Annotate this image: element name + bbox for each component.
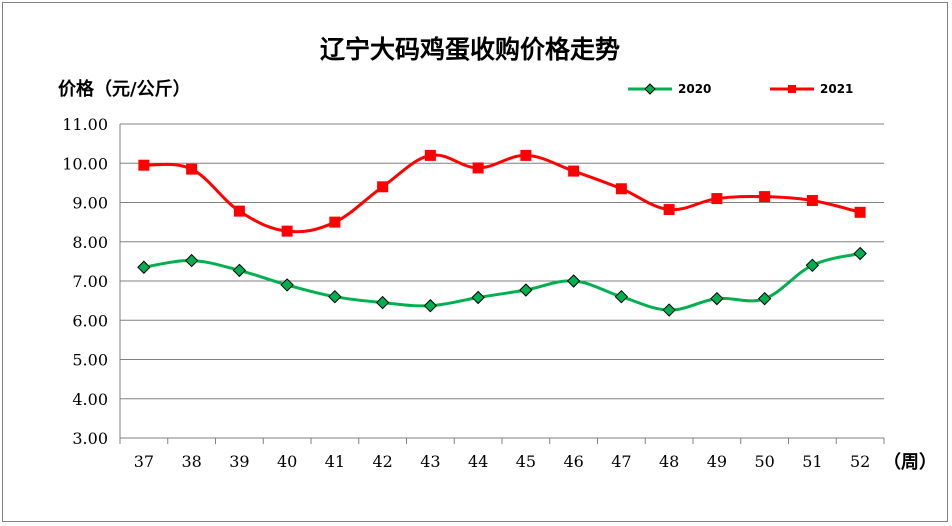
data-point [519,283,533,297]
axes [119,124,885,444]
series-2020 [137,246,867,317]
x-tick-label: 48 [659,452,679,471]
y-axis-label: 价格（元/公斤） [58,78,191,100]
data-point [328,289,342,304]
legend: 2020 2021 [628,82,853,96]
legend-label: 2020 [678,82,711,96]
data-point [423,299,438,313]
data-point [805,258,820,273]
x-tick-label: 46 [563,452,583,471]
data-point [854,206,866,218]
y-tick-labels: 3.00 4.00 5.00 6.00 7.00 8.00 9.00 10.00 11.00 [62,115,108,448]
y-tick-label: 11.00 [62,115,108,134]
data-point [614,289,629,304]
x-tick-label: 42 [372,452,392,471]
legend-item: 2021 [770,82,853,96]
legend-marker [788,85,796,93]
data-point [806,195,818,207]
x-tick-label: 52 [850,452,870,471]
data-point [137,260,151,274]
x-axis-label: （周） [883,452,937,473]
x-tick-label: 37 [134,452,154,471]
data-point [280,278,294,292]
x-tick-label: 45 [516,452,536,471]
data-point [471,290,485,305]
data-point [615,183,627,195]
series-layer [137,149,867,317]
x-tick-label: 51 [802,452,822,471]
data-point [759,191,771,203]
legend-item: 2020 [628,82,711,96]
data-point [186,163,198,175]
data-point [757,291,772,306]
x-tick-label: 43 [420,452,440,471]
series-line [143,153,861,234]
y-tick-label: 10.00 [62,154,108,173]
x-tick-label: 39 [229,452,249,471]
data-point [138,159,150,171]
data-point [232,263,247,278]
y-tick-label: 7.00 [72,272,108,291]
series-2021 [138,149,866,237]
y-tick-label: 8.00 [72,233,108,252]
legend-label: 2021 [820,82,853,96]
data-point [377,181,389,193]
x-tick-label: 40 [277,452,297,471]
x-tick-label: 49 [707,452,727,471]
data-point [566,274,581,288]
x-tick-label: 47 [611,452,631,471]
x-tick-label: 38 [181,452,201,471]
x-tick-label: 50 [754,452,774,471]
x-tick-label: 41 [325,452,345,471]
y-tick-label: 4.00 [72,390,108,409]
y-tick-label: 5.00 [72,351,108,370]
data-point [375,295,390,310]
y-tick-label: 9.00 [72,194,108,213]
gridlines [120,123,884,400]
data-point [184,253,199,268]
series-line [143,252,861,312]
y-tick-label: 3.00 [72,429,108,448]
data-point [329,216,341,228]
data-point [663,204,675,216]
data-point [711,193,723,205]
data-point [710,291,724,306]
y-tick-label: 6.00 [72,311,108,330]
x-tick-labels: 37 38 39 40 41 42 43 44 45 46 47 48 49 50 51 52 [134,452,871,471]
data-point [233,205,245,217]
legend-marker [644,83,656,95]
chart-title: 辽宁大码鸡蛋收购价格走势 [320,35,620,64]
x-tick-label: 44 [468,452,488,471]
data-point [472,162,484,174]
data-point [853,246,867,261]
data-point [424,149,436,161]
data-point [662,303,676,317]
data-point [281,225,293,237]
data-point [568,165,580,177]
data-point [520,149,532,161]
